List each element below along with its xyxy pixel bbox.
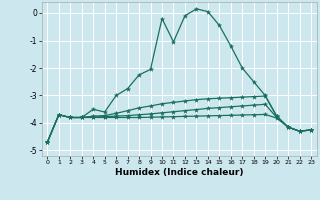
X-axis label: Humidex (Indice chaleur): Humidex (Indice chaleur) [115,168,244,177]
